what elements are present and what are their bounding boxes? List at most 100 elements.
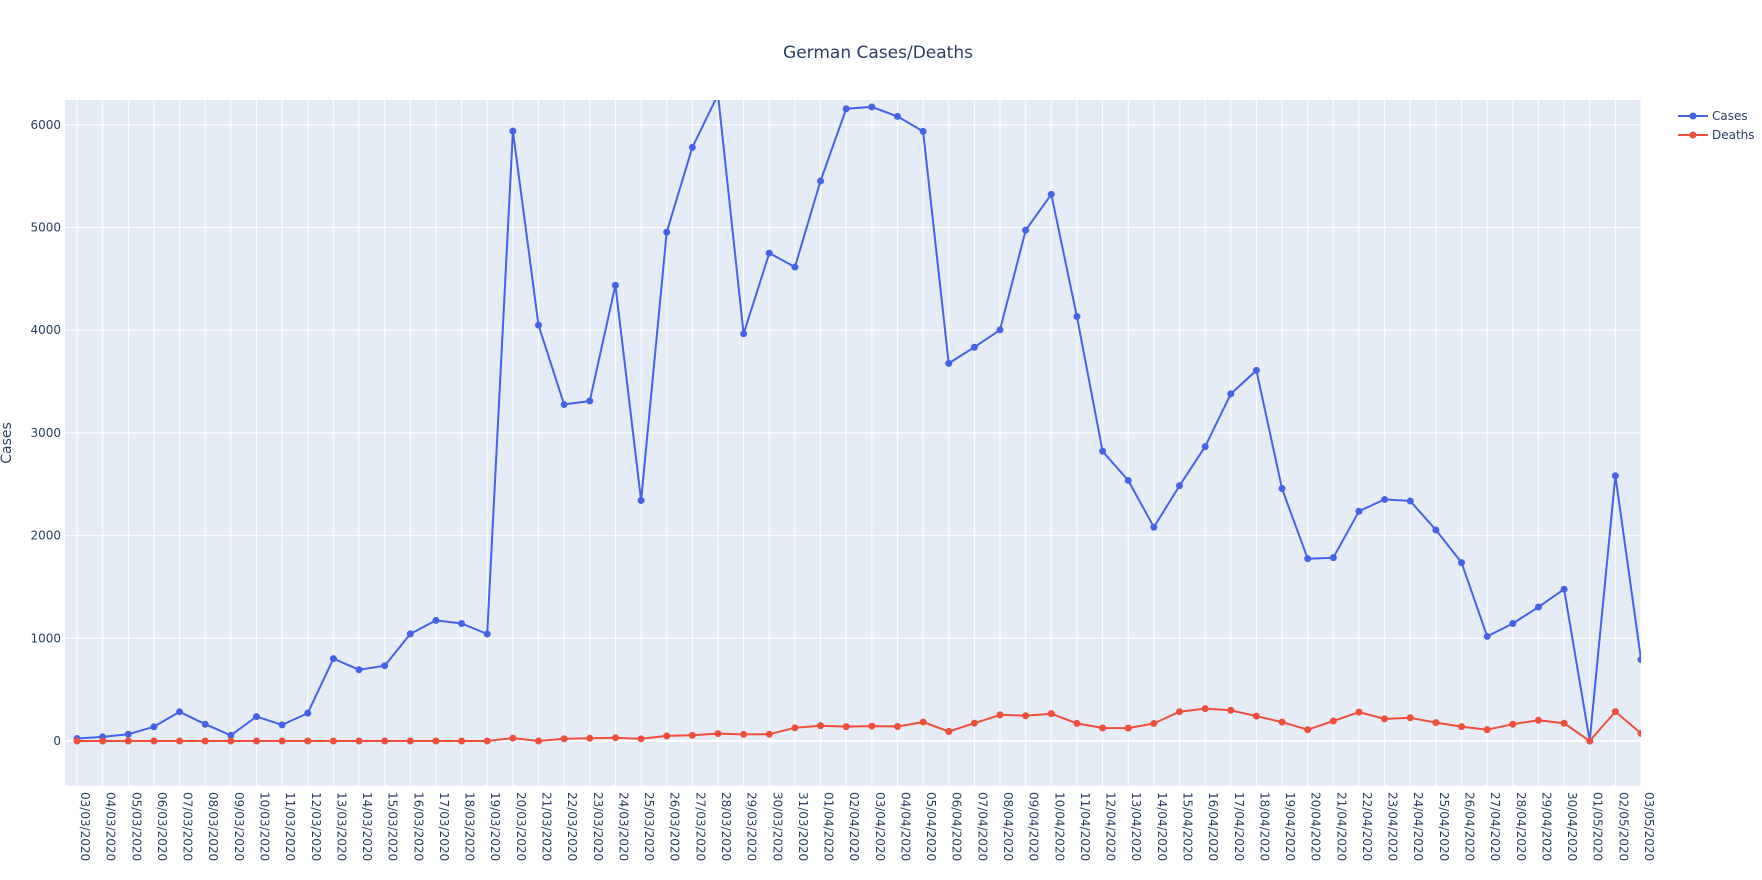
- data-point-deaths[interactable]: [1381, 715, 1389, 723]
- data-point-cases[interactable]: [458, 619, 466, 627]
- data-point-cases[interactable]: [304, 709, 312, 717]
- data-point-deaths[interactable]: [1278, 718, 1286, 726]
- data-point-deaths[interactable]: [1124, 724, 1132, 732]
- data-point-deaths[interactable]: [611, 734, 619, 742]
- data-point-cases[interactable]: [355, 666, 363, 674]
- data-point-cases[interactable]: [765, 249, 773, 257]
- data-point-deaths[interactable]: [458, 737, 466, 745]
- data-point-deaths[interactable]: [201, 737, 209, 745]
- data-point-deaths[interactable]: [1252, 712, 1260, 720]
- data-point-cases[interactable]: [637, 496, 645, 504]
- data-point-deaths[interactable]: [714, 730, 722, 738]
- data-point-cases[interactable]: [1304, 555, 1312, 563]
- data-point-deaths[interactable]: [278, 737, 286, 745]
- data-point-deaths[interactable]: [1175, 708, 1183, 716]
- data-point-deaths[interactable]: [868, 722, 876, 730]
- data-point-deaths[interactable]: [637, 735, 645, 743]
- data-point-cases[interactable]: [1637, 656, 1645, 664]
- data-point-deaths[interactable]: [1637, 729, 1645, 737]
- data-point-cases[interactable]: [970, 343, 978, 351]
- data-point-cases[interactable]: [124, 730, 132, 738]
- data-point-cases[interactable]: [611, 281, 619, 289]
- data-point-cases[interactable]: [406, 630, 414, 638]
- data-point-deaths[interactable]: [124, 737, 132, 745]
- data-point-deaths[interactable]: [1022, 712, 1030, 720]
- data-point-cases[interactable]: [1458, 559, 1466, 567]
- data-point-deaths[interactable]: [1406, 714, 1414, 722]
- data-point-cases[interactable]: [560, 401, 568, 409]
- legend-item-deaths[interactable]: Deaths: [1678, 128, 1755, 142]
- data-point-deaths[interactable]: [740, 730, 748, 738]
- data-point-cases[interactable]: [201, 720, 209, 728]
- data-point-deaths[interactable]: [304, 737, 312, 745]
- data-point-cases[interactable]: [1560, 585, 1568, 593]
- data-point-cases[interactable]: [432, 616, 440, 624]
- data-point-deaths[interactable]: [1586, 737, 1594, 745]
- data-point-cases[interactable]: [817, 177, 825, 185]
- data-point-cases[interactable]: [1509, 619, 1517, 627]
- data-point-cases[interactable]: [663, 228, 671, 236]
- data-point-cases[interactable]: [1432, 526, 1440, 534]
- legend-item-cases[interactable]: Cases: [1678, 109, 1748, 123]
- data-point-cases[interactable]: [381, 662, 389, 670]
- data-point-deaths[interactable]: [1611, 708, 1619, 716]
- data-point-deaths[interactable]: [535, 737, 543, 745]
- data-point-cases[interactable]: [1022, 226, 1030, 234]
- data-point-cases[interactable]: [1175, 482, 1183, 490]
- data-point-deaths[interactable]: [483, 737, 491, 745]
- data-point-cases[interactable]: [714, 91, 721, 98]
- data-point-deaths[interactable]: [663, 732, 671, 740]
- data-point-cases[interactable]: [1406, 497, 1414, 505]
- data-point-deaths[interactable]: [919, 718, 927, 726]
- data-point-deaths[interactable]: [1329, 717, 1337, 725]
- data-point-cases[interactable]: [586, 397, 594, 405]
- data-point-deaths[interactable]: [1150, 720, 1158, 728]
- data-point-cases[interactable]: [1534, 603, 1542, 611]
- data-point-cases[interactable]: [1278, 485, 1286, 493]
- data-point-deaths[interactable]: [765, 730, 773, 738]
- data-point-cases[interactable]: [535, 321, 543, 329]
- data-point-deaths[interactable]: [1560, 719, 1568, 727]
- data-point-deaths[interactable]: [1432, 719, 1440, 727]
- data-point-deaths[interactable]: [509, 734, 517, 742]
- data-point-deaths[interactable]: [1355, 708, 1363, 716]
- data-point-cases[interactable]: [1099, 447, 1107, 455]
- data-point-deaths[interactable]: [432, 737, 440, 745]
- data-point-deaths[interactable]: [791, 724, 799, 732]
- data-point-cases[interactable]: [791, 263, 799, 271]
- data-point-deaths[interactable]: [1483, 726, 1491, 734]
- data-point-deaths[interactable]: [176, 737, 184, 745]
- data-point-cases[interactable]: [740, 330, 748, 338]
- data-point-deaths[interactable]: [586, 734, 594, 742]
- data-point-deaths[interactable]: [73, 737, 81, 745]
- data-point-deaths[interactable]: [1047, 710, 1055, 718]
- data-point-cases[interactable]: [688, 143, 696, 151]
- data-point-cases[interactable]: [150, 723, 158, 731]
- data-point-deaths[interactable]: [329, 737, 337, 745]
- legend[interactable]: Cases Deaths: [1678, 109, 1755, 142]
- data-point-deaths[interactable]: [1227, 706, 1235, 714]
- data-point-cases[interactable]: [1124, 476, 1132, 484]
- data-point-deaths[interactable]: [1458, 723, 1466, 731]
- data-point-cases[interactable]: [842, 105, 850, 113]
- data-point-deaths[interactable]: [1099, 724, 1107, 732]
- data-point-cases[interactable]: [509, 127, 517, 135]
- data-point-deaths[interactable]: [970, 719, 978, 727]
- data-point-cases[interactable]: [868, 103, 876, 111]
- data-point-cases[interactable]: [483, 630, 491, 638]
- data-point-cases[interactable]: [1329, 554, 1337, 562]
- data-point-cases[interactable]: [1073, 313, 1081, 321]
- data-point-cases[interactable]: [1201, 443, 1209, 451]
- data-point-cases[interactable]: [1047, 190, 1055, 198]
- data-point-deaths[interactable]: [381, 737, 389, 745]
- data-point-deaths[interactable]: [1201, 705, 1209, 713]
- data-point-cases[interactable]: [1611, 472, 1619, 480]
- data-point-deaths[interactable]: [99, 737, 107, 745]
- data-point-cases[interactable]: [227, 731, 235, 739]
- data-point-deaths[interactable]: [252, 737, 260, 745]
- data-point-deaths[interactable]: [150, 737, 158, 745]
- data-point-cases[interactable]: [945, 359, 953, 367]
- data-point-deaths[interactable]: [1073, 719, 1081, 727]
- data-point-deaths[interactable]: [996, 711, 1004, 719]
- data-point-deaths[interactable]: [227, 737, 235, 745]
